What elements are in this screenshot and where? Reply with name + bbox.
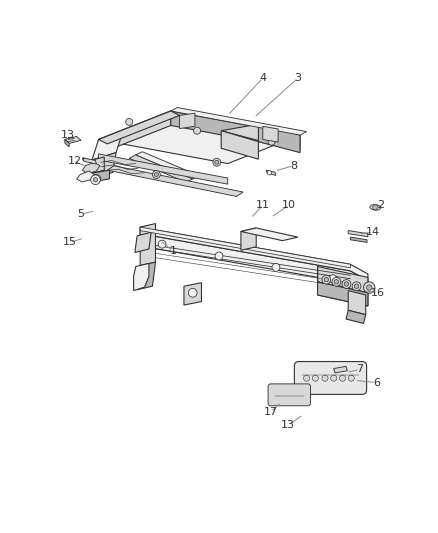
Polygon shape <box>180 113 195 128</box>
Polygon shape <box>65 136 81 143</box>
Circle shape <box>267 171 272 175</box>
Polygon shape <box>241 228 256 251</box>
Polygon shape <box>99 111 171 154</box>
Polygon shape <box>258 124 300 152</box>
Polygon shape <box>318 282 368 306</box>
Polygon shape <box>99 111 300 164</box>
Text: 13: 13 <box>61 130 75 140</box>
Circle shape <box>344 282 349 286</box>
Circle shape <box>352 282 361 290</box>
Circle shape <box>342 280 351 288</box>
Polygon shape <box>83 158 96 164</box>
Polygon shape <box>129 155 193 182</box>
Polygon shape <box>171 111 300 150</box>
Text: 16: 16 <box>371 288 385 298</box>
Circle shape <box>91 175 100 184</box>
Polygon shape <box>65 140 69 147</box>
Polygon shape <box>318 266 368 293</box>
Polygon shape <box>140 233 368 293</box>
Text: 13: 13 <box>281 420 295 430</box>
Circle shape <box>188 288 197 297</box>
Circle shape <box>215 252 223 260</box>
Circle shape <box>194 127 201 134</box>
Polygon shape <box>346 310 366 324</box>
Polygon shape <box>140 223 155 265</box>
Circle shape <box>304 375 310 381</box>
Polygon shape <box>82 162 100 174</box>
Polygon shape <box>241 228 298 241</box>
Text: 2: 2 <box>378 200 385 210</box>
Text: 3: 3 <box>294 73 301 83</box>
Circle shape <box>126 118 133 125</box>
Text: 11: 11 <box>256 200 270 210</box>
FancyBboxPatch shape <box>294 361 367 394</box>
Circle shape <box>154 173 158 176</box>
Circle shape <box>354 284 359 288</box>
Circle shape <box>334 280 339 284</box>
Text: 1: 1 <box>170 246 177 256</box>
Polygon shape <box>140 227 350 268</box>
Polygon shape <box>334 366 347 373</box>
Ellipse shape <box>370 205 381 210</box>
Polygon shape <box>184 282 201 305</box>
Circle shape <box>312 375 318 381</box>
Circle shape <box>332 278 341 286</box>
Polygon shape <box>350 237 367 243</box>
Circle shape <box>213 158 221 166</box>
Circle shape <box>92 174 101 183</box>
Text: 7: 7 <box>357 365 364 374</box>
Polygon shape <box>92 157 104 173</box>
Circle shape <box>215 160 219 164</box>
Circle shape <box>364 282 375 293</box>
Polygon shape <box>318 266 368 306</box>
Circle shape <box>329 275 337 282</box>
Polygon shape <box>107 166 243 197</box>
Polygon shape <box>137 262 155 290</box>
Polygon shape <box>171 108 307 135</box>
FancyBboxPatch shape <box>268 384 311 406</box>
Text: 14: 14 <box>366 228 380 237</box>
Circle shape <box>367 285 372 290</box>
Polygon shape <box>77 171 94 182</box>
Polygon shape <box>135 232 151 253</box>
Circle shape <box>93 177 98 182</box>
Polygon shape <box>263 126 278 142</box>
Text: 6: 6 <box>373 377 380 387</box>
Circle shape <box>339 375 346 381</box>
Circle shape <box>348 375 354 381</box>
Polygon shape <box>134 263 149 290</box>
Polygon shape <box>348 231 368 237</box>
Polygon shape <box>92 170 110 182</box>
Circle shape <box>331 375 337 381</box>
Circle shape <box>272 263 280 271</box>
Circle shape <box>373 205 378 210</box>
Circle shape <box>152 171 160 179</box>
Circle shape <box>324 278 328 282</box>
Polygon shape <box>89 152 116 180</box>
Circle shape <box>94 177 99 181</box>
Text: 17: 17 <box>264 407 278 417</box>
Polygon shape <box>136 152 199 179</box>
Text: 8: 8 <box>290 161 297 171</box>
Polygon shape <box>92 132 123 160</box>
Polygon shape <box>140 227 368 280</box>
Text: 5: 5 <box>78 209 85 219</box>
Polygon shape <box>82 158 92 163</box>
Polygon shape <box>266 170 276 175</box>
Text: 15: 15 <box>63 237 77 247</box>
Polygon shape <box>99 111 180 144</box>
Polygon shape <box>348 290 366 314</box>
Circle shape <box>158 240 166 248</box>
Text: 10: 10 <box>282 200 296 210</box>
Text: 4: 4 <box>259 73 266 83</box>
Circle shape <box>322 375 328 381</box>
Circle shape <box>322 275 331 284</box>
Polygon shape <box>221 131 258 159</box>
Polygon shape <box>99 154 228 184</box>
Polygon shape <box>221 124 300 142</box>
Circle shape <box>268 138 275 145</box>
Text: 12: 12 <box>67 156 81 166</box>
